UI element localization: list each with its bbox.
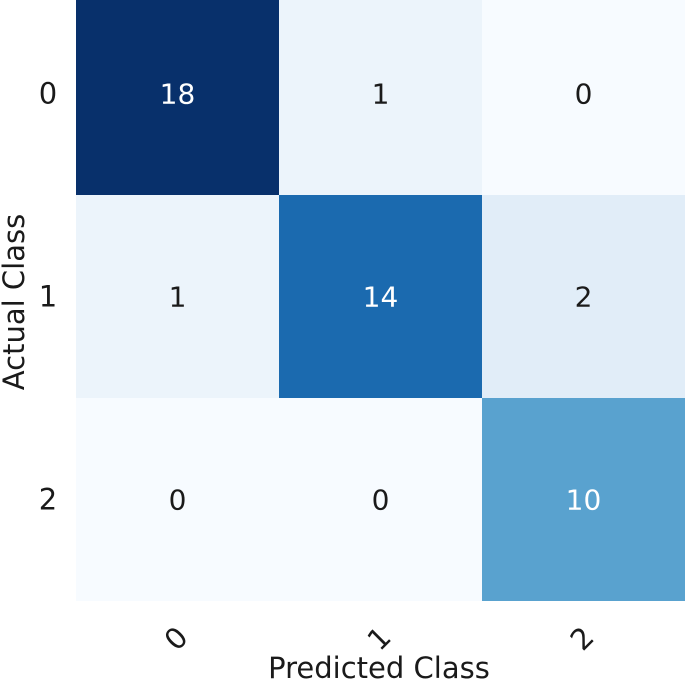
heatmap-cell-r0-c0 <box>76 0 279 195</box>
heatmap-cells <box>76 0 685 601</box>
cell-value-r0-c0: 18 <box>160 78 196 111</box>
heatmap-cell-r0-c1 <box>279 0 482 195</box>
y-tick-label-1: 1 <box>39 280 57 314</box>
heatmap-cell-r1-c2 <box>482 195 685 398</box>
x-axis-label: Predicted Class <box>268 651 490 685</box>
heatmap-cell-r2-c2 <box>482 398 685 601</box>
cell-value-r0-c1: 1 <box>372 78 390 111</box>
cell-value-r2-c0: 0 <box>169 484 187 517</box>
y-tick-label-2: 2 <box>39 483 57 517</box>
heatmap-cell-r0-c2 <box>482 0 685 195</box>
heatmap-cell-r1-c1 <box>279 195 482 398</box>
y-tick-labels: 0 1 2 <box>39 77 57 517</box>
cell-value-r1-c1: 14 <box>363 281 399 314</box>
y-axis-label: Actual Class <box>0 214 31 390</box>
x-tick-label-0: 0 <box>158 620 195 657</box>
heatmap-cell-r2-c0 <box>76 398 279 601</box>
heatmap-cell-r1-c0 <box>76 195 279 398</box>
cell-value-r0-c2: 0 <box>575 78 593 111</box>
cell-value-r1-c2: 2 <box>575 281 593 314</box>
cell-value-r1-c0: 1 <box>169 281 187 314</box>
heatmap-cell-r2-c1 <box>279 398 482 601</box>
x-tick-label-2: 2 <box>564 620 601 657</box>
cell-value-r2-c2: 10 <box>566 484 602 517</box>
y-tick-label-0: 0 <box>39 77 57 111</box>
cell-value-r2-c1: 0 <box>372 484 390 517</box>
cell-value-labels: 18 1 01 14 20 0 10 <box>160 78 602 517</box>
